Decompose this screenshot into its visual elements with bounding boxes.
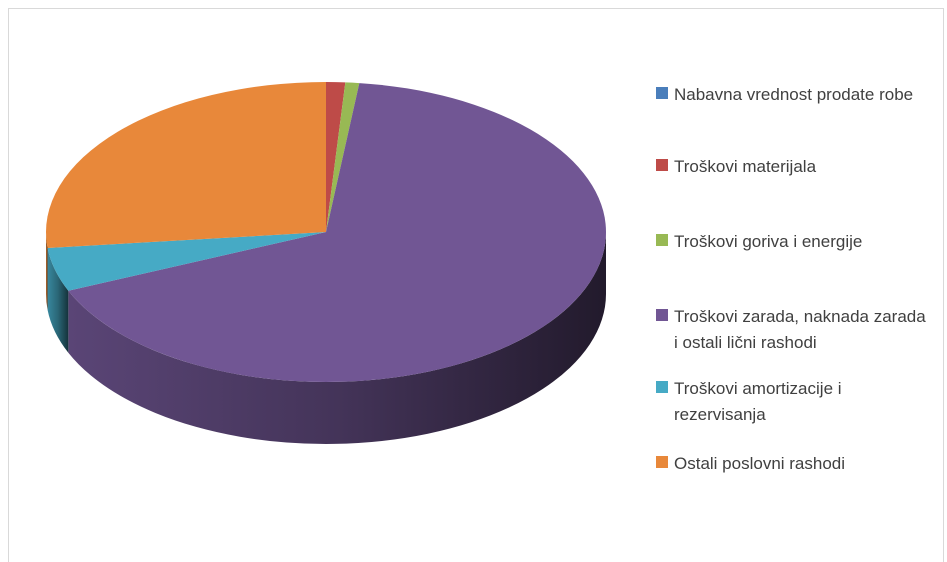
slice-top	[326, 82, 360, 232]
legend-swatch	[656, 309, 668, 321]
slice-top	[45, 82, 326, 248]
legend-item: Troškovi zarada, naknada zarada i ostali…	[656, 304, 941, 356]
slice-top	[326, 82, 346, 232]
slice-side	[68, 232, 606, 444]
chart-frame	[8, 8, 944, 562]
legend-item: Troškovi goriva i energije	[656, 229, 941, 255]
slice-top	[47, 232, 327, 291]
legend-label: Troškovi goriva i energije	[674, 232, 863, 251]
legend-label: Troškovi materijala	[674, 157, 817, 176]
legend-swatch	[656, 234, 668, 246]
legend-label: Troškovi zarada, naknada zarada i ostali…	[674, 307, 926, 352]
legend-label: Troškovi amortizacije i rezervisanja	[674, 379, 842, 424]
pie-area	[45, 82, 606, 444]
legend-item: Ostali poslovni rashodi	[656, 451, 941, 477]
legend-swatch	[656, 87, 668, 99]
legend-swatch	[656, 381, 668, 393]
slice-side	[47, 247, 69, 353]
legend-item: Nabavna vrednost prodate robe	[656, 82, 941, 108]
legend-swatch	[656, 456, 668, 468]
legend-swatch	[656, 159, 668, 171]
legend-item: Troškovi materijala	[656, 154, 941, 180]
slice-top	[68, 83, 606, 382]
legend-label: Ostali poslovni rashodi	[674, 454, 846, 473]
legend-item: Troškovi amortizacije i rezervisanja	[656, 376, 941, 428]
slice-side	[46, 232, 48, 310]
legend-label: Nabavna vrednost prodate robe	[674, 85, 914, 104]
